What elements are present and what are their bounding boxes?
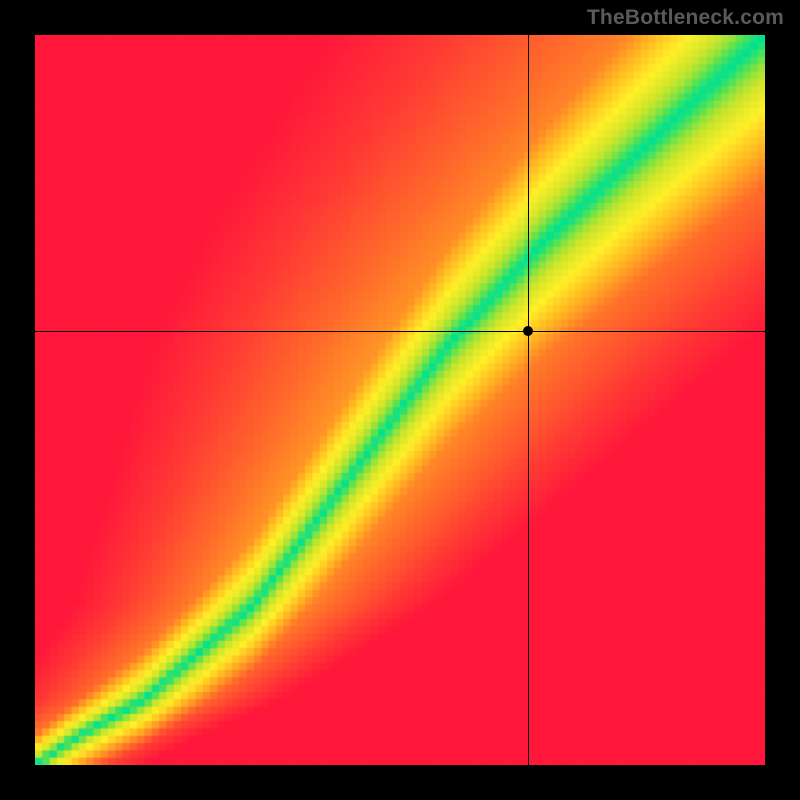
crosshair-point[interactable] bbox=[523, 326, 533, 336]
heatmap-plot bbox=[35, 35, 765, 765]
crosshair-vertical bbox=[528, 35, 529, 765]
watermark-text: TheBottleneck.com bbox=[587, 6, 784, 30]
heatmap-canvas bbox=[35, 35, 765, 765]
crosshair-horizontal bbox=[35, 331, 765, 332]
